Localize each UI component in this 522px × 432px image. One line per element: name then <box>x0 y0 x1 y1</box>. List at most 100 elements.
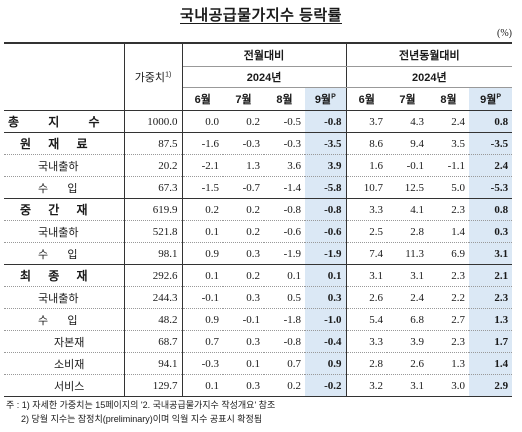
mom-value-cell: 0.3 <box>223 374 264 397</box>
yoy-value-cell: -0.1 <box>387 154 429 177</box>
table-row: 자 본 재 68.7 0.7 0.3 -0.8 -0.4 3.3 3.9 2.3 1.7 <box>4 330 513 353</box>
yoy-value-cell: -3.5 <box>469 132 513 155</box>
yoy-value-cell: 3.2 <box>346 374 388 397</box>
mom-month-7: 7월 <box>223 87 264 111</box>
mom-value-cell: -0.5 <box>264 110 305 133</box>
yoy-value-cell: 2.6 <box>346 286 388 309</box>
mom-value-cell: -0.3 <box>182 352 223 375</box>
mom-value-cell: -1.0 <box>305 308 347 331</box>
mom-value-cell: 0.1 <box>182 220 223 243</box>
weight-cell: 292.6 <box>124 264 183 287</box>
table-row: 소 비 재 94.1 -0.3 0.1 0.7 0.9 2.8 2.6 1.3 1.4 <box>4 352 513 375</box>
mom-value-cell: 0.7 <box>264 352 305 375</box>
yoy-value-cell: 1.6 <box>346 154 388 177</box>
weight-cell: 619.9 <box>124 198 183 221</box>
mom-value-cell: 0.2 <box>223 198 264 221</box>
yoy-value-cell: 2.6 <box>387 352 429 375</box>
yoy-month-8: 8월 <box>428 87 470 111</box>
weight-cell: 94.1 <box>124 352 183 375</box>
table-row: 국 내 출 하 521.8 0.1 0.2 -0.6 -0.6 2.5 2.8 1.4 0.3 <box>4 220 513 243</box>
yoy-value-cell: 3.3 <box>346 198 388 221</box>
mom-value-cell: -0.6 <box>264 220 305 243</box>
table-row: 원 재 료 87.5 -1.6 -0.3 -0.3 -3.5 8.6 9.4 3.5 -3.5 <box>4 132 513 155</box>
mom-year-header: 2024년 <box>182 66 347 88</box>
mom-value-cell: 0.3 <box>223 286 264 309</box>
mom-header: 전월대비 <box>182 42 347 67</box>
yoy-value-cell: 2.3 <box>428 330 470 353</box>
mom-month-8: 8월 <box>264 87 305 111</box>
mom-value-cell: 0.5 <box>264 286 305 309</box>
yoy-value-cell: 1.3 <box>428 352 470 375</box>
yoy-value-cell: 1.4 <box>469 352 513 375</box>
yoy-value-cell: 8.6 <box>346 132 388 155</box>
mom-value-cell: -1.6 <box>182 132 223 155</box>
weight-cell: 87.5 <box>124 132 183 155</box>
yoy-year-header: 2024년 <box>346 66 513 88</box>
yoy-value-cell: 12.5 <box>387 176 429 199</box>
yoy-value-cell: 11.3 <box>387 242 429 265</box>
yoy-value-cell: 7.4 <box>346 242 388 265</box>
yoy-value-cell: -5.3 <box>469 176 513 199</box>
table-row: 수 입 48.2 0.9 -0.1 -1.8 -1.0 5.4 6.8 2.7 1.3 <box>4 308 513 331</box>
weight-cell: 68.7 <box>124 330 183 353</box>
yoy-value-cell: 5.4 <box>346 308 388 331</box>
mom-value-cell: 0.9 <box>182 242 223 265</box>
mom-value-cell: 3.9 <box>305 154 347 177</box>
price-index-table: 가중치1) 전월대비 전년동월대비 2024년 2024년 6월 7월 8월 9… <box>4 42 513 397</box>
mom-value-cell: -0.2 <box>305 374 347 397</box>
yoy-value-cell: 2.4 <box>428 110 470 133</box>
mom-value-cell: 0.9 <box>305 352 347 375</box>
mom-value-cell: 0.2 <box>223 220 264 243</box>
mom-value-cell: 1.3 <box>223 154 264 177</box>
weight-cell: 244.3 <box>124 286 183 309</box>
mom-value-cell: 0.1 <box>182 264 223 287</box>
yoy-value-cell: 2.1 <box>469 264 513 287</box>
mom-value-cell: 0.3 <box>223 242 264 265</box>
yoy-month-9: 9월P <box>469 87 513 111</box>
table-row: 서 비 스 129.7 0.1 0.3 0.2 -0.2 3.2 3.1 3.0 2.9 <box>4 374 513 397</box>
unit-label: (%) <box>497 28 512 39</box>
yoy-value-cell: 2.3 <box>469 286 513 309</box>
yoy-value-cell: 2.9 <box>469 374 513 397</box>
yoy-value-cell: 0.8 <box>469 110 513 133</box>
yoy-value-cell: 1.4 <box>428 220 470 243</box>
table-body: 총 지 수 1000.0 0.0 0.2 -0.5 -0.8 3.7 4.3 2.4 0.8 원 재 료 87… <box>4 110 513 397</box>
yoy-value-cell: 2.3 <box>428 198 470 221</box>
mom-month-9: 9월P <box>305 87 347 111</box>
yoy-value-cell: 6.8 <box>387 308 429 331</box>
table-row: 총 지 수 1000.0 0.0 0.2 -0.5 -0.8 3.7 4.3 2.4 0.8 <box>4 110 513 133</box>
yoy-value-cell: 2.8 <box>387 220 429 243</box>
yoy-value-cell: 3.7 <box>346 110 388 133</box>
yoy-value-cell: 2.4 <box>387 286 429 309</box>
mom-value-cell: 0.2 <box>223 264 264 287</box>
footnotes: 주 : 1) 자세한 가중치는 15페이지의 '2. 국내공급물가지수 작성개요… <box>6 398 275 426</box>
mom-value-cell: -0.3 <box>264 132 305 155</box>
mom-value-cell: -1.8 <box>264 308 305 331</box>
yoy-value-cell: 3.1 <box>387 374 429 397</box>
mom-value-cell: -0.1 <box>182 286 223 309</box>
weight-cell: 48.2 <box>124 308 183 331</box>
mom-value-cell: 0.1 <box>182 374 223 397</box>
mom-value-cell: 0.7 <box>182 330 223 353</box>
weight-cell: 67.3 <box>124 176 183 199</box>
mom-month-6: 6월 <box>182 87 223 111</box>
yoy-value-cell: 3.5 <box>428 132 470 155</box>
table-row: 수 입 67.3 -1.5 -0.7 -1.4 -5.8 10.7 12.5 5.0 -5.3 <box>4 176 513 199</box>
yoy-value-cell: 2.5 <box>346 220 388 243</box>
mom-value-cell: 0.9 <box>182 308 223 331</box>
yoy-value-cell: 4.3 <box>387 110 429 133</box>
yoy-value-cell: 3.3 <box>346 330 388 353</box>
